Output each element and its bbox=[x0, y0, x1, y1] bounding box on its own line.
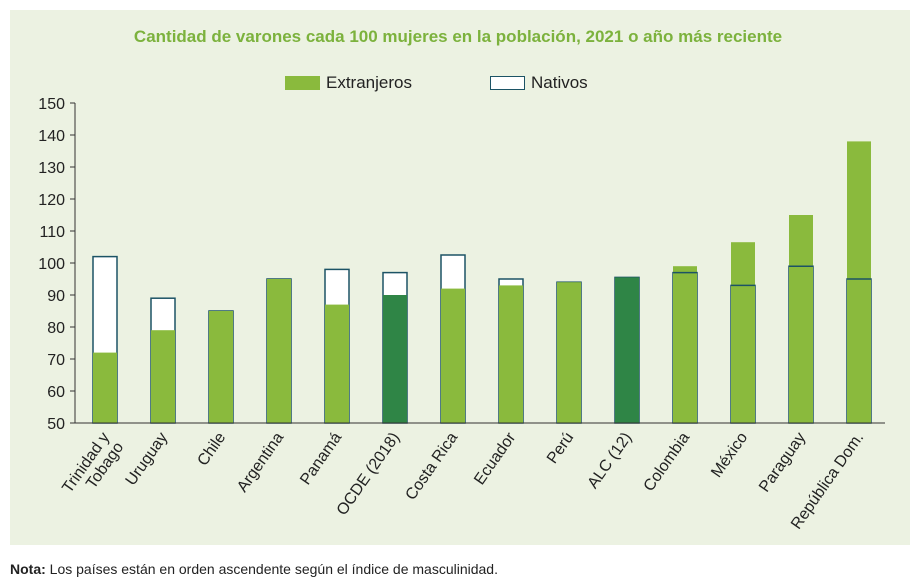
y-tick-label-130: 130 bbox=[38, 160, 65, 177]
legend-swatch-nativos bbox=[490, 76, 525, 90]
x-tick-label-4: Argentina bbox=[234, 429, 287, 495]
bar-extranjeros-8 bbox=[499, 285, 523, 423]
footnote-label: Nota: bbox=[10, 561, 46, 577]
x-tick-label-11: Colombia bbox=[641, 429, 694, 494]
legend-label-extranjeros: Extranjeros bbox=[326, 73, 412, 92]
x-tick-label-12: México bbox=[708, 429, 751, 480]
legend-label-nativos: Nativos bbox=[531, 73, 588, 92]
bar-extranjeros-9 bbox=[557, 282, 581, 423]
bar-extranjeros-13 bbox=[789, 215, 813, 423]
bar-extranjeros-3 bbox=[209, 311, 233, 423]
x-tick-label-5: Panamá bbox=[297, 429, 345, 488]
y-tick-label-50: 50 bbox=[47, 416, 65, 433]
chart-title: Cantidad de varones cada 100 mujeres en … bbox=[133, 27, 783, 46]
y-tick-label-60: 60 bbox=[47, 384, 65, 401]
x-tick-label-2: Uruguay bbox=[123, 430, 172, 489]
bars-group bbox=[92, 141, 872, 424]
bar-extranjeros-2 bbox=[151, 330, 175, 423]
bar-extranjeros-11 bbox=[673, 266, 697, 423]
x-tick-label-1: Trinidad yTobago bbox=[59, 429, 127, 506]
y-tick-label-110: 110 bbox=[39, 224, 65, 241]
bar-extranjeros-4 bbox=[267, 279, 291, 423]
legend-item-nativos: Nativos bbox=[490, 73, 588, 93]
y-tick-label-150: 150 bbox=[38, 96, 65, 113]
x-tick-label-13: Paraguay bbox=[756, 430, 809, 496]
bar-extranjeros-6 bbox=[383, 295, 407, 423]
y-tick-label-140: 140 bbox=[38, 128, 65, 145]
bar-extranjeros-10 bbox=[615, 277, 639, 423]
y-tick-label-70: 70 bbox=[47, 352, 65, 369]
x-tick-label-9: Perú bbox=[544, 430, 577, 467]
x-tick-label-7: Costa Rica bbox=[402, 429, 461, 503]
bar-extranjeros-12 bbox=[731, 242, 755, 423]
legend-item-extranjeros: Extranjeros bbox=[285, 73, 412, 93]
x-tick-label-3: Chile bbox=[194, 429, 229, 469]
y-tick-label-80: 80 bbox=[47, 320, 65, 337]
axes-group bbox=[70, 102, 885, 424]
x-tick-label-10: ALC (12) bbox=[585, 430, 636, 492]
y-tick-label-100: 100 bbox=[38, 256, 65, 273]
bar-extranjeros-1 bbox=[93, 352, 117, 423]
bar-extranjeros-14 bbox=[847, 141, 871, 423]
x-tick-label-6: OCDE (2018) bbox=[334, 430, 404, 519]
legend-swatch-extranjeros bbox=[285, 76, 320, 90]
x-tick-label-8: Ecuador bbox=[471, 429, 519, 488]
y-tick-label-120: 120 bbox=[38, 192, 65, 209]
bar-extranjeros-7 bbox=[441, 288, 465, 423]
y-tick-label-90: 90 bbox=[47, 288, 65, 305]
footnote-text: Los países están en orden ascendente seg… bbox=[45, 561, 498, 577]
footnote: Nota: Los países están en orden ascenden… bbox=[10, 561, 498, 577]
bar-extranjeros-5 bbox=[325, 304, 349, 423]
